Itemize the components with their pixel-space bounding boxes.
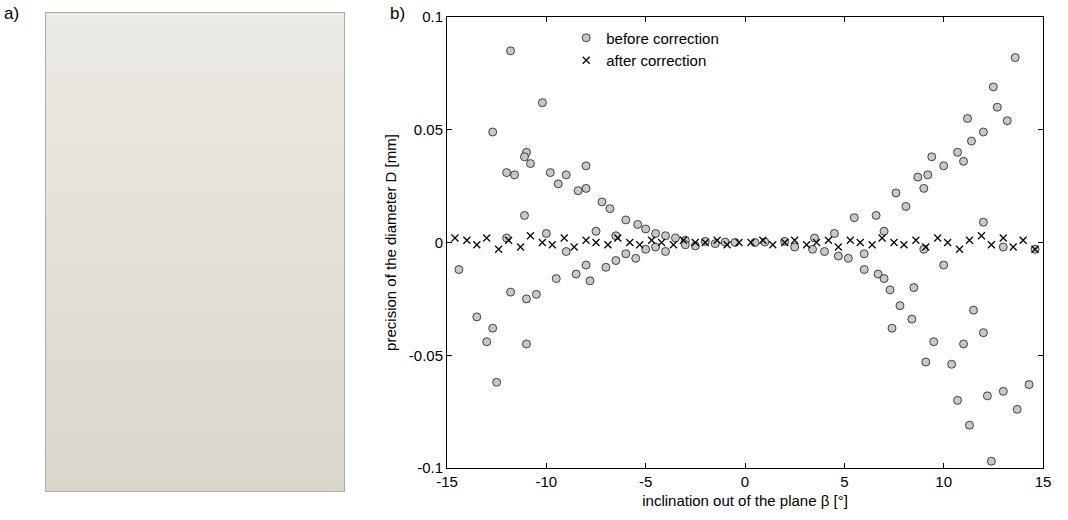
svg-text:-5: -5 — [639, 473, 652, 490]
svg-text:15: 15 — [1035, 473, 1052, 490]
svg-text:precision of the diameter D [m: precision of the diameter D [mm] — [382, 134, 399, 351]
svg-text:-15: -15 — [436, 473, 458, 490]
svg-text:-10: -10 — [535, 473, 557, 490]
html-text:a): a) — [4, 4, 20, 23]
svg-text:10: 10 — [935, 473, 952, 490]
svg-text:before correction: before correction — [606, 30, 719, 47]
svg-text:0.05: 0.05 — [414, 121, 443, 138]
svg-text:0.1: 0.1 — [422, 8, 443, 25]
svg-text:-0.1: -0.1 — [417, 459, 443, 476]
svg-text:-0.05: -0.05 — [409, 347, 443, 364]
svg-text:0: 0 — [741, 473, 749, 490]
svg-text:5: 5 — [840, 473, 848, 490]
html-text:b): b) — [390, 4, 406, 23]
svg-text:inclination out of the plane β: inclination out of the plane β [°] — [642, 492, 848, 509]
svg-text:after correction: after correction — [606, 52, 706, 69]
svg-text:0: 0 — [435, 234, 443, 251]
